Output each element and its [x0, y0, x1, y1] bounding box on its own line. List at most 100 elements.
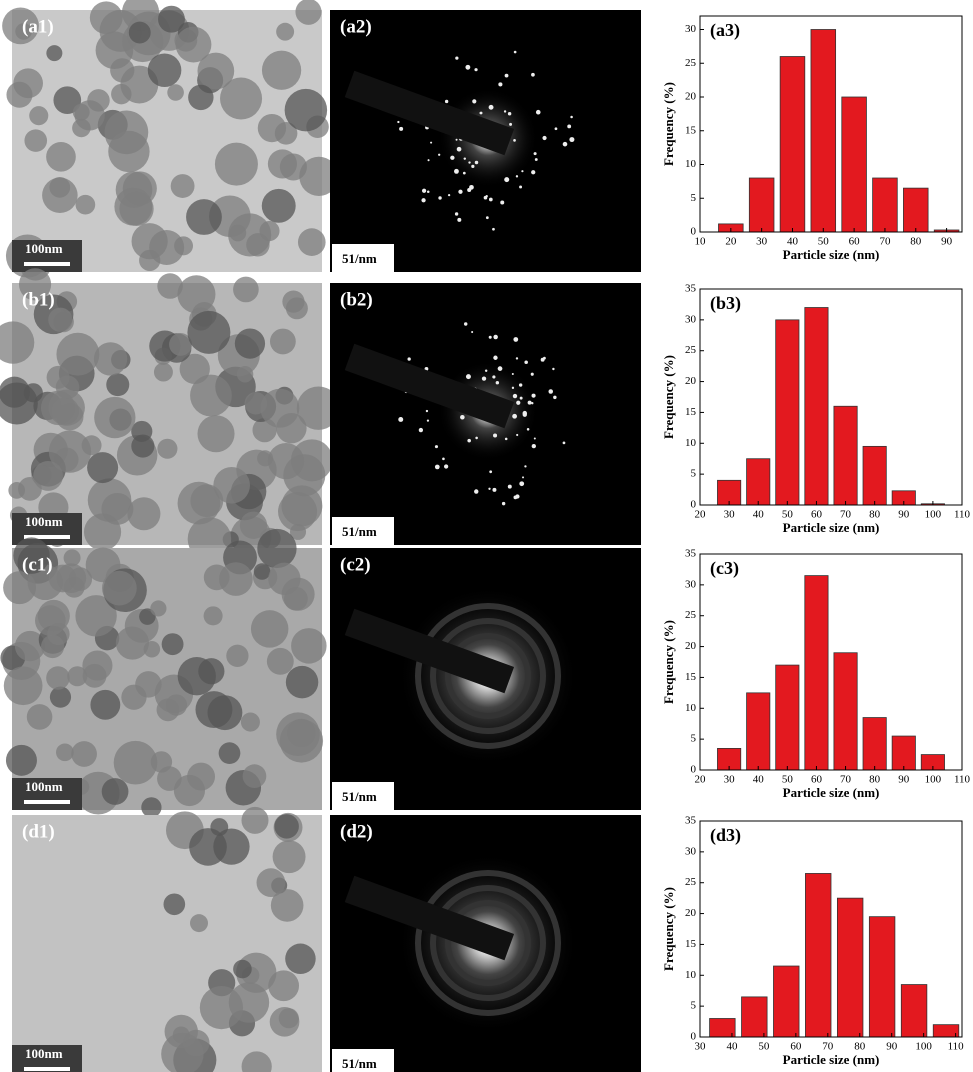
diffraction-spot [471, 165, 474, 168]
bar [933, 1025, 959, 1037]
diffraction-spot [520, 397, 523, 400]
diffraction-spot [527, 428, 530, 431]
bar [837, 898, 863, 1037]
diffraction-spot [445, 100, 448, 103]
y-tick-label: 15 [685, 938, 697, 950]
diffraction-spot [548, 389, 553, 394]
diffraction-spot [489, 198, 493, 202]
diffraction-spot [456, 139, 458, 141]
particle [90, 690, 120, 720]
bar [834, 406, 857, 505]
diffraction-spot [430, 142, 432, 144]
bar [811, 30, 836, 233]
y-tick-label: 5 [691, 468, 697, 480]
diffraction-spot [563, 442, 566, 445]
x-tick-label: 70 [879, 236, 891, 248]
x-tick-label: 10 [695, 236, 707, 248]
x-tick-label: 50 [782, 774, 794, 786]
diffraction-spot [498, 366, 503, 371]
scale-label: 100nm [25, 241, 63, 256]
particle [241, 807, 268, 834]
particle [46, 142, 76, 172]
diffraction-spot [500, 201, 504, 205]
particle [259, 221, 279, 241]
x-tick-label: 90 [898, 774, 910, 786]
chart-title: (b3) [710, 293, 741, 314]
scale-label: 51/nm [342, 251, 377, 266]
bar [710, 1018, 736, 1037]
diffraction-spot [486, 216, 489, 219]
diffraction-spot [475, 437, 478, 440]
bar [747, 459, 770, 505]
diffraction-spot [532, 444, 536, 448]
diffraction-spot [466, 374, 471, 379]
y-tick-label: 5 [691, 1000, 697, 1012]
diffraction-spot [489, 105, 494, 110]
particle [295, 0, 321, 25]
diffraction-spot [541, 358, 545, 362]
diffraction-spot [516, 434, 518, 436]
diffraction-spot [438, 154, 440, 156]
x-tick-label: 40 [753, 509, 765, 521]
particle [233, 960, 252, 979]
y-tick-label: 30 [685, 845, 697, 857]
particle [258, 114, 286, 142]
x-tick-label: 40 [787, 236, 799, 248]
particle [271, 889, 304, 922]
panel-label: (d1) [22, 821, 55, 842]
particle [270, 329, 296, 355]
diffraction-spot [512, 373, 514, 375]
chart-title: (d3) [710, 825, 741, 846]
y-tick-label: 10 [685, 437, 697, 449]
diffraction-spot [513, 139, 516, 142]
diffraction-spot [535, 158, 538, 161]
diffraction-spot [553, 396, 556, 399]
diffraction-spot [419, 428, 423, 432]
particle [186, 199, 222, 235]
diffraction-spot [514, 51, 517, 54]
diffraction-spot [435, 465, 440, 470]
x-tick-label: 30 [724, 774, 736, 786]
particle [150, 600, 166, 616]
particle [268, 443, 304, 479]
x-tick-label: 30 [695, 1041, 707, 1053]
diffraction-spot [438, 196, 441, 199]
particle [132, 223, 168, 259]
particle [144, 641, 161, 658]
particle [141, 797, 161, 817]
particle [105, 110, 149, 154]
panel-label: (d2) [340, 821, 373, 842]
particle [229, 225, 246, 242]
bar [842, 97, 867, 232]
x-tick-label: 80 [869, 509, 881, 521]
particle [82, 650, 112, 680]
panel-label: (c1) [22, 554, 53, 575]
bar [749, 178, 774, 232]
x-tick-label: 90 [941, 236, 953, 248]
particle [48, 308, 72, 332]
x-tick-label: 20 [695, 509, 707, 521]
diffraction-spot [519, 481, 524, 486]
diffraction-spot [524, 465, 526, 467]
x-tick-label: 110 [954, 509, 971, 521]
bar [863, 446, 886, 505]
x-axis-label: Particle size (nm) [783, 520, 880, 535]
y-tick-label: 25 [685, 876, 697, 888]
x-tick-label: 40 [753, 774, 765, 786]
particle [280, 153, 307, 180]
y-tick-label: 20 [685, 640, 697, 652]
diffraction-spot [398, 417, 403, 422]
chart-title: (c3) [710, 558, 739, 579]
x-tick-label: 100 [915, 1041, 932, 1053]
bar [805, 308, 828, 505]
diffraction-spot [569, 137, 574, 142]
particle [49, 177, 70, 198]
particle [285, 89, 327, 131]
x-tick-label: 110 [954, 774, 971, 786]
particle [171, 174, 195, 198]
diffraction-spot [498, 82, 502, 86]
diffraction-spot [504, 177, 509, 182]
particle [114, 188, 152, 226]
particle [6, 745, 37, 776]
y-axis-label: Frequency (%) [661, 355, 676, 439]
